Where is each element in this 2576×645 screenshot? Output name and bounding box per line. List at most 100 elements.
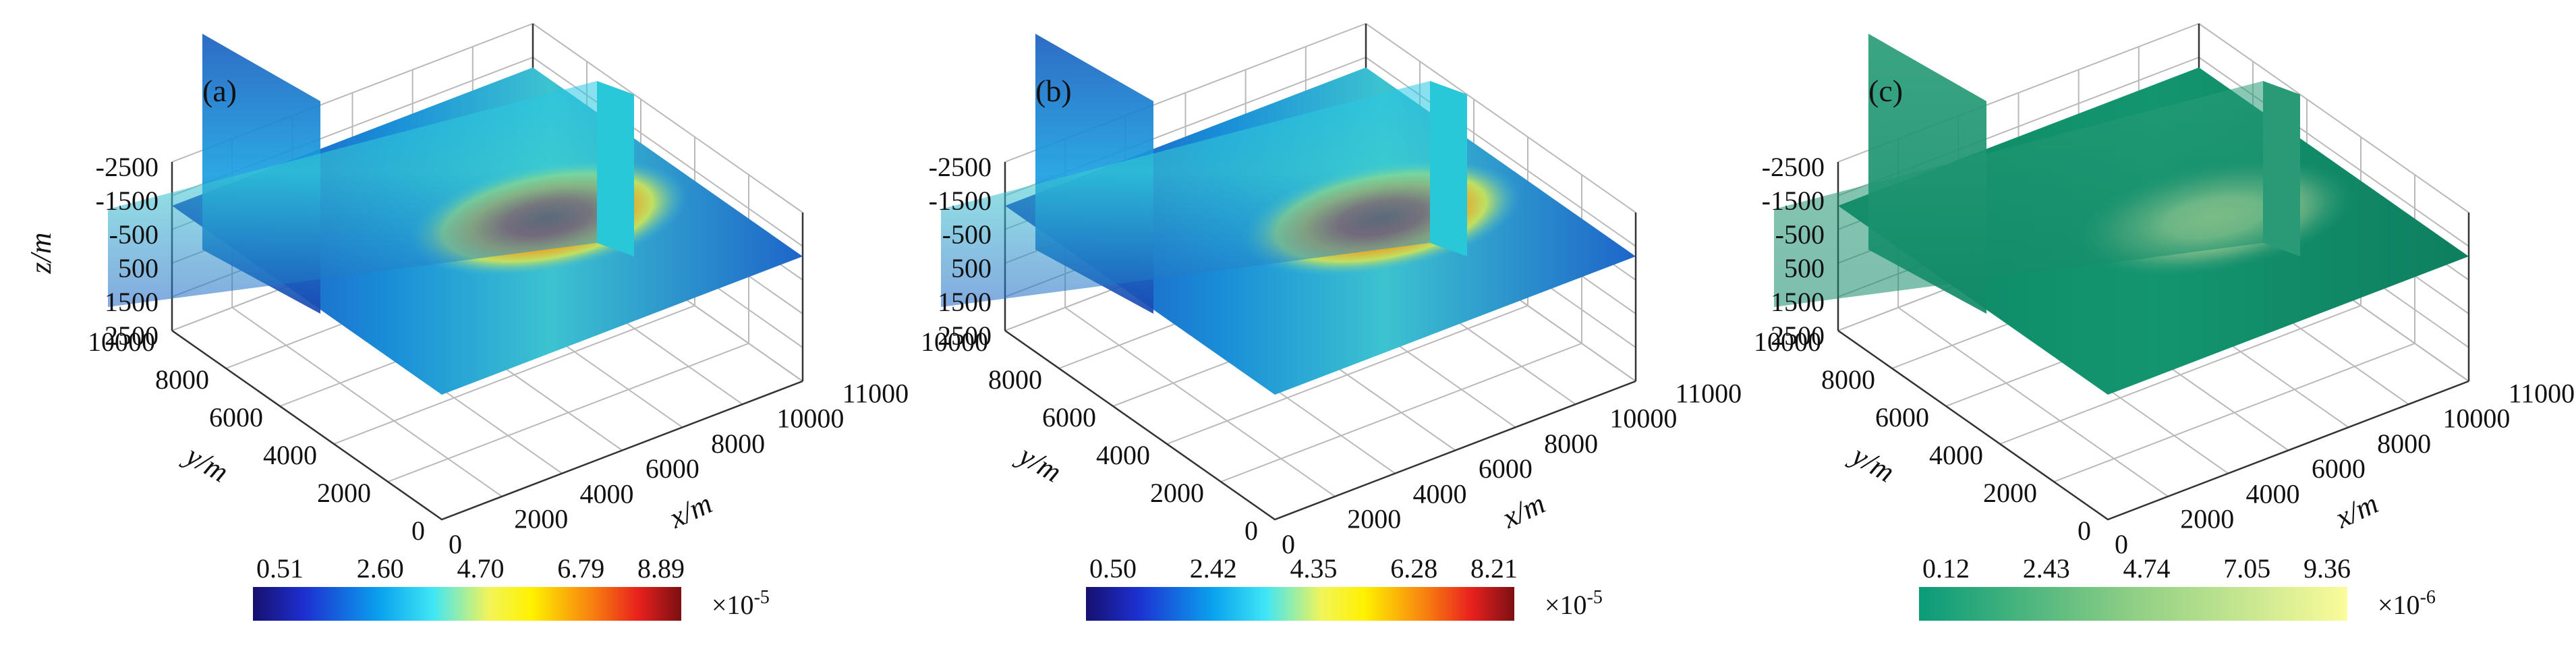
y-tick-label: 6000: [209, 402, 263, 432]
vertical-slice-xz: [108, 81, 597, 307]
x-tick-label: 8000: [711, 428, 765, 459]
colorbar-multiplier: ×10-5: [712, 587, 770, 620]
colorbar-tick-label: 8.21: [1470, 553, 1518, 584]
x-tick-label: 8000: [1544, 428, 1598, 459]
z-tick-label: -2500: [96, 152, 159, 182]
y-tick-label: 8000: [988, 364, 1042, 395]
panel-2: -2500-1500-50050015002500020004000600080…: [921, 23, 1742, 621]
colorbar-multiplier: ×10-6: [2378, 587, 2436, 620]
y-tick-label: 0: [411, 515, 425, 546]
z-tick-label: 1500: [105, 287, 159, 317]
y-tick-label: 0: [2078, 515, 2091, 546]
z-tick-label: 500: [1784, 253, 1825, 283]
vertical-slice-edge: [1430, 81, 1467, 256]
z-tick-label: 1500: [1771, 287, 1825, 317]
y-tick-label: 10000: [1754, 327, 1821, 357]
y-tick-label: 4000: [263, 440, 317, 470]
y-tick-label: 6000: [1042, 402, 1096, 432]
colorbar: [253, 587, 681, 621]
colorbar: [1086, 587, 1514, 621]
y-axis-label: y/m: [1844, 437, 1900, 488]
y-tick-label: 6000: [1875, 402, 1929, 432]
y-tick-label: 10000: [921, 327, 988, 357]
y-tick-label: 4000: [1929, 440, 1983, 470]
z-tick-label: -500: [1775, 219, 1825, 250]
y-axis-label: y/m: [1011, 437, 1067, 488]
colorbar-tick-label: 8.89: [637, 553, 685, 584]
panel-label: (c): [1868, 74, 1903, 108]
x-tick-label: 4000: [1413, 478, 1467, 509]
colorbar-tick-label: 9.36: [2303, 553, 2351, 584]
vertical-slice-edge: [2263, 81, 2300, 256]
x-tick-label: 0: [2115, 529, 2128, 559]
colorbar: [1919, 587, 2347, 621]
vertical-slice-xz: [941, 81, 1430, 307]
colorbar-tick-label: 0.50: [1089, 553, 1137, 584]
colorbar-multiplier: ×10-5: [1545, 587, 1603, 620]
vertical-slice-xz: [1774, 81, 2263, 307]
x-tick-label: 4000: [580, 478, 634, 509]
panel-label: (b): [1035, 74, 1072, 108]
x-tick-label: 4000: [2246, 478, 2300, 509]
x-tick-label: 6000: [1479, 453, 1533, 484]
colorbar-tick-label: 6.79: [557, 553, 604, 584]
y-tick-label: 4000: [1096, 440, 1150, 470]
x-tick-label: 11000: [842, 378, 909, 408]
z-tick-label: -500: [109, 219, 159, 250]
x-tick-label: 10000: [776, 403, 844, 434]
x-tick-label: 0: [449, 529, 462, 559]
y-tick-label: 2000: [1150, 478, 1204, 508]
x-tick-label: 2000: [514, 504, 568, 534]
x-axis-label: x/m: [2330, 486, 2383, 535]
colorbar-tick-label: 2.60: [357, 553, 404, 584]
colorbar-tick-label: 7.05: [2223, 553, 2270, 584]
z-tick-label: -1500: [929, 186, 992, 216]
colorbar-tick-label: 6.28: [1390, 553, 1437, 584]
panel-label: (a): [202, 74, 237, 108]
y-tick-label: 8000: [155, 364, 209, 395]
colorbar-exponent: -5: [754, 587, 770, 608]
x-tick-label: 10000: [1609, 403, 1677, 434]
z-tick-label: 1500: [938, 287, 992, 317]
x-tick-label: 0: [1282, 529, 1295, 559]
y-tick-label: 10000: [88, 327, 155, 357]
y-tick-label: 0: [1244, 515, 1258, 546]
colorbar-exponent: -5: [1587, 587, 1603, 608]
z-tick-label: -2500: [929, 152, 992, 182]
x-tick-label: 6000: [2312, 453, 2366, 484]
colorbar-exponent: -6: [2420, 587, 2436, 608]
colorbar-tick-label: 4.70: [457, 553, 505, 584]
colorbar-tick-label: 0.12: [1922, 553, 1970, 584]
vertical-slice-edge: [597, 81, 634, 256]
x-tick-label: 6000: [646, 453, 699, 484]
z-tick-label: 2500: [105, 320, 159, 351]
z-tick-label: -500: [942, 219, 992, 250]
z-tick-label: -1500: [96, 186, 159, 216]
colorbar-tick-label: 4.74: [2123, 553, 2171, 584]
colorbar-tick-label: 2.42: [1190, 553, 1237, 584]
colorbar-tick-label: 0.51: [256, 553, 304, 584]
z-tick-label: 2500: [938, 320, 992, 351]
x-axis-label: x/m: [664, 486, 717, 535]
x-tick-label: 11000: [2509, 378, 2575, 408]
y-axis-label: y/m: [178, 437, 234, 488]
y-tick-label: 2000: [317, 478, 371, 508]
y-tick-label: 2000: [1983, 478, 2037, 508]
z-tick-label: 2500: [1771, 320, 1825, 351]
z-tick-label: -2500: [1762, 152, 1825, 182]
colorbar-tick-label: 4.35: [1290, 553, 1338, 584]
z-tick-label: 500: [951, 253, 992, 283]
z-tick-label: 500: [118, 253, 159, 283]
x-tick-label: 2000: [2180, 504, 2234, 534]
x-tick-label: 2000: [1347, 504, 1401, 534]
panel-1: -2500-1500-50050015002500020004000600080…: [24, 23, 909, 621]
x-tick-label: 10000: [2442, 403, 2510, 434]
z-axis-label: z/m: [24, 232, 57, 274]
y-tick-label: 8000: [1821, 364, 1875, 395]
colorbar-tick-label: 2.43: [2023, 553, 2070, 584]
x-tick-label: 11000: [1676, 378, 1742, 408]
x-axis-label: x/m: [1497, 486, 1550, 535]
panel-3: -2500-1500-50050015002500020004000600080…: [1754, 23, 2575, 621]
x-tick-label: 8000: [2377, 428, 2431, 459]
